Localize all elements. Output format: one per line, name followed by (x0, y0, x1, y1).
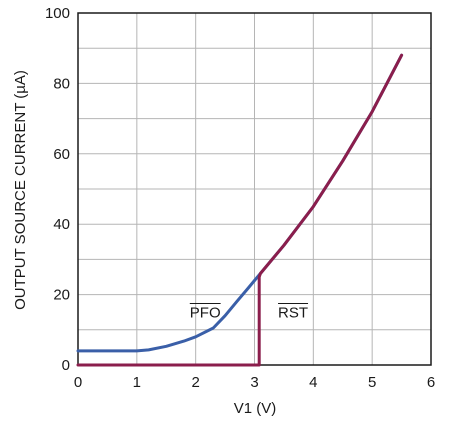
annotations: PFO RST (189, 302, 309, 321)
y-axis-title: OUTPUT SOURCE CURRENT (µA) (12, 70, 29, 310)
x-tick-label: 4 (309, 374, 317, 391)
y-tick-label: 0 (62, 357, 70, 374)
x-axis-title: V1 (V) (234, 400, 277, 417)
annotation-pfo: PFO (190, 304, 221, 321)
y-tick-label: 60 (53, 146, 70, 163)
series-lines (76, 53, 404, 367)
x-tick-label: 3 (250, 374, 258, 391)
annotation-rst: RST (278, 304, 308, 321)
x-tick-label: 2 (191, 374, 199, 391)
x-tick-label: 6 (427, 374, 435, 391)
x-tick-label: 0 (74, 374, 82, 391)
x-tick-labels: 0 1 2 3 4 5 6 (74, 374, 435, 391)
y-tick-label: 80 (53, 75, 70, 92)
series-line-rst (76, 53, 404, 367)
y-tick-label: 40 (53, 216, 70, 233)
y-tick-labels: 0 20 40 60 80 100 (45, 5, 70, 374)
y-tick-label: 100 (45, 5, 70, 22)
x-tick-label: 5 (368, 374, 376, 391)
x-tick-label: 1 (133, 374, 141, 391)
y-tick-label: 20 (53, 287, 70, 304)
